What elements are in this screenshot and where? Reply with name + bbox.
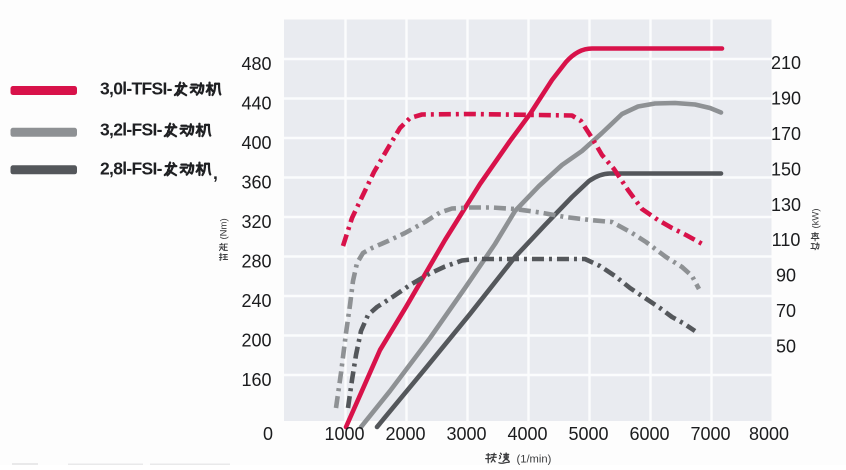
svg-text:480: 480 xyxy=(241,54,271,74)
svg-text:160: 160 xyxy=(241,370,271,390)
svg-text:3,0l-TFSI-: 3,0l-TFSI- xyxy=(100,79,173,99)
svg-text:210: 210 xyxy=(771,53,801,73)
svg-text:280: 280 xyxy=(241,252,271,272)
svg-text:3000: 3000 xyxy=(446,424,486,444)
svg-text:130: 130 xyxy=(771,195,801,215)
svg-text:320: 320 xyxy=(241,212,271,232)
svg-text:240: 240 xyxy=(241,291,271,311)
svg-text:7000: 7000 xyxy=(690,424,730,444)
svg-text:440: 440 xyxy=(241,94,271,114)
svg-text:2000: 2000 xyxy=(385,424,425,444)
svg-text:360: 360 xyxy=(241,173,271,193)
svg-text:(1/min): (1/min) xyxy=(517,453,552,465)
svg-text:400: 400 xyxy=(241,133,271,153)
svg-text:4000: 4000 xyxy=(507,424,547,444)
svg-text:90: 90 xyxy=(776,266,796,286)
svg-text:170: 170 xyxy=(771,124,801,144)
svg-text:,: , xyxy=(213,163,218,183)
svg-text:3,2l-FSI-: 3,2l-FSI- xyxy=(100,120,163,140)
svg-text:150: 150 xyxy=(771,159,801,179)
svg-text:(kW): (kW) xyxy=(811,208,822,228)
svg-text:200: 200 xyxy=(241,331,271,351)
svg-text:1000: 1000 xyxy=(324,424,364,444)
svg-text:50: 50 xyxy=(776,336,796,356)
svg-text:110: 110 xyxy=(772,230,801,250)
svg-text:6000: 6000 xyxy=(629,424,669,444)
svg-text:5000: 5000 xyxy=(568,424,608,444)
svg-text:2,8l-FSI-: 2,8l-FSI- xyxy=(100,159,163,179)
svg-text:190: 190 xyxy=(771,89,801,109)
svg-text:(Nm): (Nm) xyxy=(219,218,230,239)
svg-text:0: 0 xyxy=(263,424,273,444)
svg-text:8000: 8000 xyxy=(749,424,789,444)
svg-text:70: 70 xyxy=(776,301,796,321)
